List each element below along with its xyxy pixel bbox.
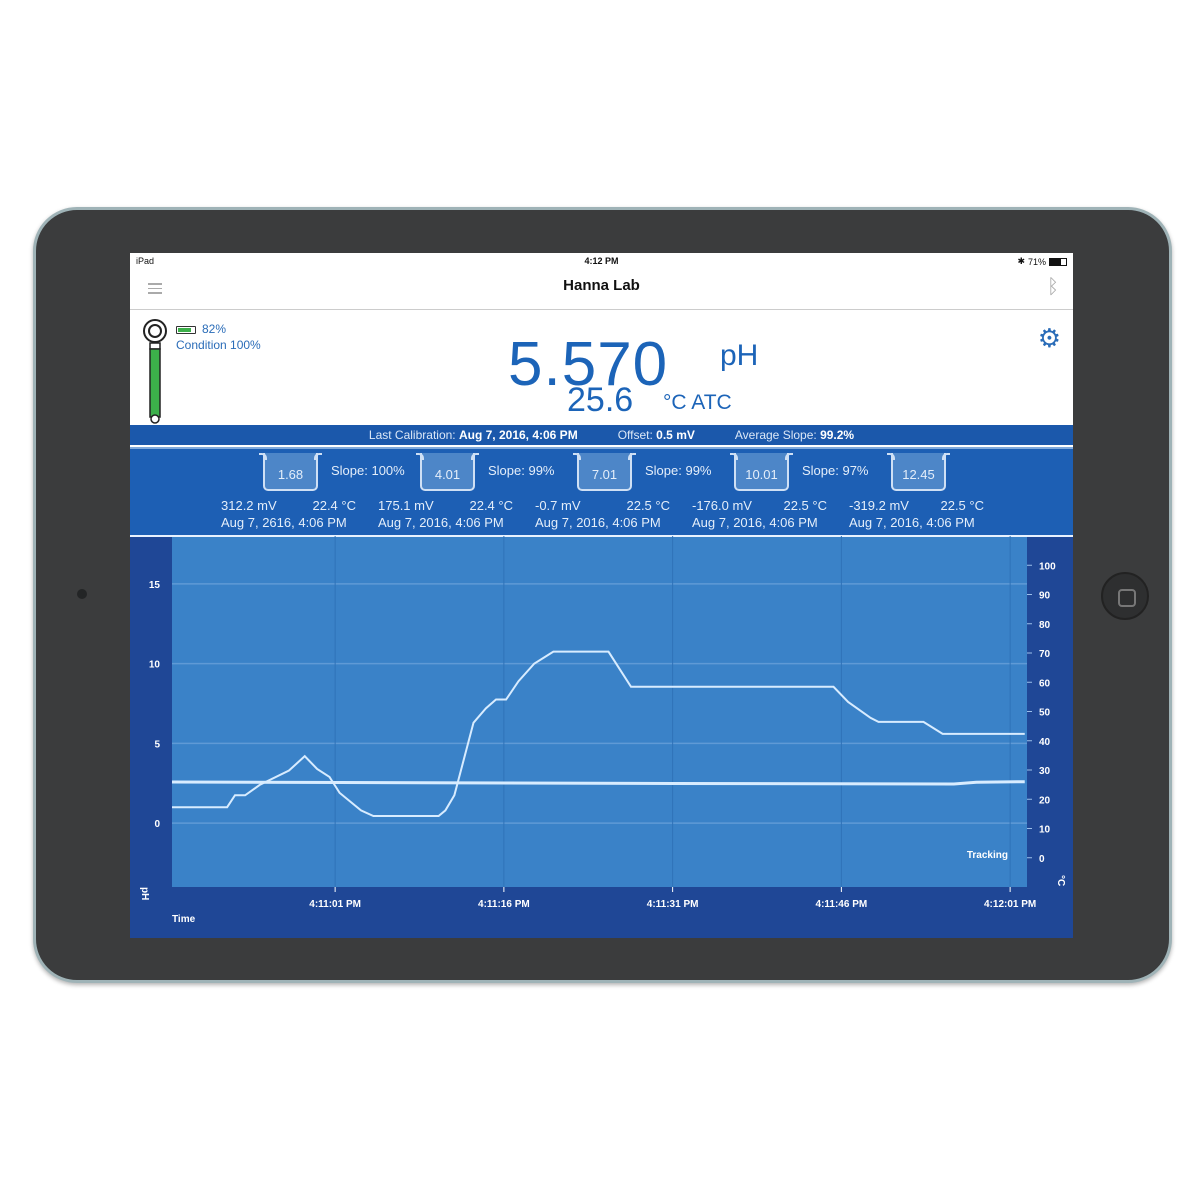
- buffer-beaker: 4.01: [420, 453, 475, 491]
- ph-chart: 0 5 10 15 0 10 20 30 40 50 60 70 80 90 100 4:11:01 PM 4:…: [130, 535, 1073, 938]
- plot-area: [172, 537, 1027, 887]
- ph-line: [172, 650, 1025, 818]
- buffer-beaker: 12.45: [891, 453, 946, 491]
- gear-icon[interactable]: ⚙: [1037, 323, 1061, 353]
- y2-tick-label: 0: [1039, 854, 1045, 865]
- app-screen: iPad 4:12 PM ✱ 71% Hanna Lab ᛒ 82% Condit…: [130, 253, 1073, 938]
- y2-tick-label: 80: [1039, 620, 1051, 631]
- y-tick-label: 0: [154, 819, 160, 830]
- x-tick-label: 4:12:01 PM: [984, 899, 1036, 910]
- last-calibration-value: Aug 7, 2016, 4:06 PM: [458, 428, 578, 442]
- buffer-beaker: 1.68: [263, 453, 318, 491]
- buffer-mv: -176.0 mV: [692, 498, 752, 513]
- temperature-reading: 25.6: [567, 381, 634, 419]
- probe-battery-icon: [176, 325, 196, 334]
- tracking-label: Tracking: [967, 850, 1008, 861]
- buffer-date: Aug 7, 2616, 4:06 PM: [221, 515, 347, 530]
- y2-tick-label: 60: [1039, 678, 1051, 689]
- buffer-stats: -0.7 mV 22.5 °C Aug 7, 2016, 4:06 PM: [535, 497, 670, 531]
- buffer-date: Aug 7, 2016, 4:06 PM: [692, 515, 818, 530]
- y2-axis-label: °C: [1055, 875, 1066, 886]
- home-button[interactable]: [1101, 572, 1149, 620]
- clock: 4:12 PM: [584, 256, 619, 266]
- y-tick-label: 5: [154, 739, 160, 750]
- x-tick-label: 4:11:31 PM: [647, 899, 699, 910]
- nav-bar: Hanna Lab ᛒ: [130, 268, 1073, 310]
- reading-panel: 82% Condition 100% 5.570 pH 25.6 °C ATC …: [130, 311, 1073, 425]
- buffer-temp: 22.4 °C: [312, 498, 356, 513]
- bluetooth-status-icon: ✱: [1017, 256, 1025, 266]
- ph-unit: pH: [720, 339, 759, 372]
- battery-percent: 71%: [1027, 256, 1046, 267]
- buffer-mv: -319.2 mV: [849, 498, 909, 513]
- buffer-slope: Slope: 99%: [488, 463, 555, 478]
- chart-svg: 0 5 10 15 0 10 20 30 40 50 60 70 80 90 100 4:11:01 PM 4:…: [130, 535, 1073, 925]
- probe-info: 82% Condition 100%: [176, 321, 261, 353]
- buffer-temp: 22.5 °C: [940, 498, 984, 513]
- battery-icon: [1049, 257, 1067, 266]
- offset-label: Offset:: [617, 428, 653, 442]
- calibration-bar: Last Calibration: Aug 7, 2016, 4:06 PM O…: [130, 425, 1073, 445]
- y2-tick-label: 90: [1039, 591, 1051, 602]
- buffer-date: Aug 7, 2016, 4:06 PM: [849, 515, 975, 530]
- temperature-unit: °C ATC: [663, 391, 732, 414]
- y2-tick-label: 30: [1039, 766, 1051, 777]
- buffer-panel: 1.68 Slope: 100% 312.2 mV 22.4 °C Aug 7, 261…: [130, 447, 1073, 535]
- offset-value: 0.5 mV: [656, 428, 695, 442]
- buffer-date: Aug 7, 2016, 4:06 PM: [535, 515, 661, 530]
- buffer-beaker: 10.01: [734, 453, 789, 491]
- buffer-stats: -176.0 mV 22.5 °C Aug 7, 2016, 4:06 PM: [692, 497, 827, 531]
- temperature-line: [171, 780, 1025, 786]
- y-tick-label: 10: [149, 660, 161, 671]
- hamburger-icon[interactable]: [148, 283, 162, 297]
- buffer-item: 4.01 Slope: 99%: [420, 453, 570, 493]
- status-bar: iPad 4:12 PM ✱ 71%: [130, 253, 1073, 268]
- buffer-item: 10.01 Slope: 97%: [734, 453, 884, 493]
- x-tick-label: 4:11:16 PM: [478, 899, 530, 910]
- probe-condition: Condition 100%: [176, 338, 261, 352]
- y2-tick-label: 10: [1039, 825, 1051, 836]
- buffer-beaker: 7.01: [577, 453, 632, 491]
- average-slope-value: 99.2%: [820, 428, 855, 442]
- y2-tick-label: 20: [1039, 795, 1051, 806]
- x-tick-label: 4:11:01 PM: [309, 899, 361, 910]
- buffer-stats: -319.2 mV 22.5 °C Aug 7, 2016, 4:06 PM: [849, 497, 984, 531]
- y2-tick-label: 40: [1039, 737, 1051, 748]
- buffer-date: Aug 7, 2016, 4:06 PM: [378, 515, 504, 530]
- buffer-temp: 22.5 °C: [626, 498, 670, 513]
- x-axis-label: Time: [172, 914, 196, 925]
- buffer-item: 1.68 Slope: 100%: [263, 453, 413, 493]
- y2-tick-label: 70: [1039, 649, 1051, 660]
- device-label: iPad: [136, 256, 155, 266]
- buffer-mv: 312.2 mV: [221, 498, 277, 513]
- y-axis-label: pH: [139, 887, 150, 900]
- average-slope-label: Average Slope:: [734, 428, 817, 442]
- buffer-stats: 312.2 mV 22.4 °C Aug 7, 2616, 4:06 PM: [221, 497, 356, 531]
- y2-tick-label: 100: [1039, 561, 1056, 572]
- buffer-item: 12.45: [891, 453, 1041, 493]
- y-tick-label: 15: [149, 580, 161, 591]
- buffer-stats: 175.1 mV 22.4 °C Aug 7, 2016, 4:06 PM: [378, 497, 513, 531]
- buffer-slope: Slope: 100%: [331, 463, 405, 478]
- buffer-mv: 175.1 mV: [378, 498, 434, 513]
- camera: [77, 589, 87, 599]
- x-tick-label: 4:11:46 PM: [816, 899, 868, 910]
- ph-reading: 5.570: [508, 330, 669, 399]
- probe-battery: 82%: [202, 322, 227, 336]
- bluetooth-icon[interactable]: ᛒ: [1047, 276, 1059, 298]
- buffer-item: 7.01 Slope: 99%: [577, 453, 727, 493]
- buffer-temp: 22.4 °C: [469, 498, 513, 513]
- buffer-slope: Slope: 99%: [645, 463, 712, 478]
- buffer-mv: -0.7 mV: [535, 498, 581, 513]
- y2-tick-label: 50: [1039, 708, 1051, 719]
- page-title: Hanna Lab: [563, 277, 640, 294]
- buffer-slope: Slope: 97%: [802, 463, 869, 478]
- last-calibration-label: Last Calibration:: [368, 428, 456, 442]
- buffer-temp: 22.5 °C: [783, 498, 827, 513]
- probe-icon: [143, 319, 167, 424]
